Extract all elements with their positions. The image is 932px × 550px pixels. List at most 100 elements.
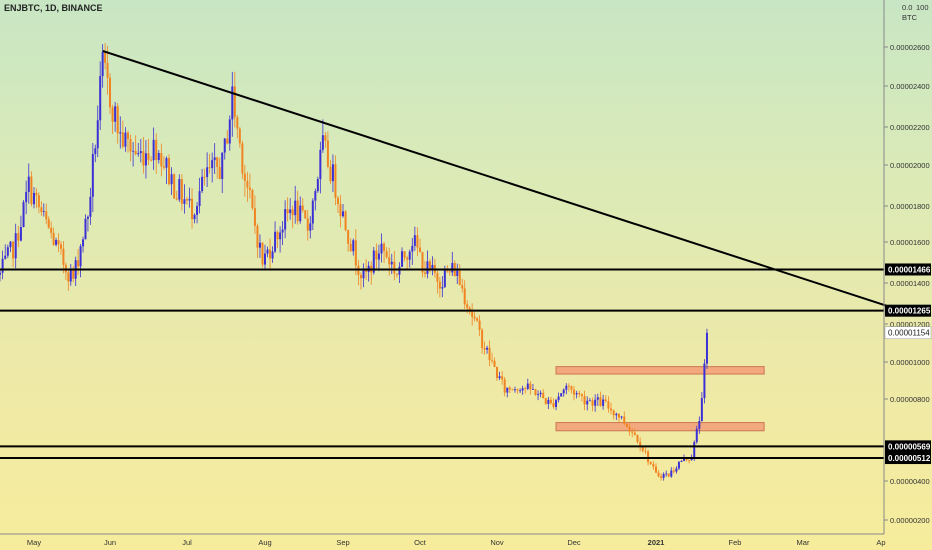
- candle: [544, 397, 547, 405]
- candle: [276, 230, 279, 249]
- x-tick-label: Jul: [182, 538, 192, 547]
- candle: [57, 233, 60, 253]
- candle: [9, 241, 12, 253]
- candle: [354, 229, 357, 276]
- candle: [344, 210, 347, 232]
- candle: [243, 164, 246, 197]
- candle: [84, 214, 87, 240]
- candle: [667, 473, 670, 478]
- candle: [203, 168, 206, 186]
- candle: [385, 247, 388, 259]
- candle: [162, 156, 165, 170]
- y-tick-label: 0.00001600: [890, 238, 930, 247]
- candle: [324, 132, 327, 148]
- candle: [456, 263, 459, 285]
- candle: [496, 366, 498, 381]
- price-tag-text: 0.00000512: [888, 454, 931, 463]
- candle: [362, 263, 365, 288]
- candle: [241, 140, 244, 179]
- candle: [383, 241, 386, 263]
- trendline[interactable]: [102, 49, 887, 307]
- candle: [342, 203, 344, 218]
- candle: [74, 256, 77, 286]
- candle: [562, 388, 565, 397]
- price-tag-text: 0.00000569: [888, 442, 931, 451]
- candle: [372, 246, 375, 275]
- candle: [109, 73, 111, 114]
- candle: [106, 45, 109, 95]
- candle: [451, 251, 454, 277]
- candle: [542, 389, 545, 399]
- candle: [311, 198, 314, 231]
- candle: [388, 247, 391, 276]
- candle: [555, 398, 558, 411]
- candle: [126, 130, 129, 153]
- candle: [521, 385, 524, 395]
- candle: [503, 376, 506, 397]
- candle: [662, 472, 665, 481]
- candle: [612, 409, 615, 420]
- x-tick-label: Aug: [258, 538, 271, 547]
- candle: [233, 71, 236, 128]
- candle: [213, 143, 216, 174]
- candle: [289, 198, 292, 220]
- price-tag-text: 0.00001265: [888, 307, 931, 316]
- candle: [155, 133, 158, 174]
- candle: [137, 142, 140, 157]
- candle: [152, 127, 155, 170]
- candle: [271, 246, 274, 263]
- candle: [294, 185, 297, 224]
- candle: [304, 209, 307, 219]
- candle: [573, 386, 575, 401]
- candle: [319, 141, 322, 194]
- candle: [170, 167, 173, 196]
- candle: [274, 221, 277, 254]
- candle: [279, 226, 282, 253]
- candle: [329, 159, 332, 184]
- candle: [226, 129, 229, 145]
- candle: [347, 229, 350, 252]
- candle: [428, 259, 431, 273]
- candle: [316, 176, 319, 193]
- candle: [594, 394, 597, 412]
- candle: [69, 263, 72, 286]
- price-tag-text: 0.00001466: [888, 265, 931, 274]
- candle: [62, 240, 65, 274]
- y-tick-label: 0.00002400: [890, 82, 930, 91]
- candle: [481, 327, 484, 354]
- x-tick-label: Ap: [876, 538, 885, 547]
- y-tick-label: 0.00001800: [890, 202, 930, 211]
- candle: [306, 209, 309, 241]
- candle: [89, 187, 92, 225]
- candle: [617, 413, 620, 423]
- candle: [314, 188, 317, 211]
- axis-unit-label: BTC: [902, 13, 918, 22]
- candle: [334, 155, 337, 206]
- zone-box-1[interactable]: [555, 366, 765, 375]
- candle: [570, 385, 573, 394]
- y-tick-label: 0.00001400: [890, 279, 930, 288]
- candle: [99, 61, 102, 130]
- candle: [401, 247, 404, 268]
- candle: [438, 276, 441, 298]
- candle: [248, 173, 251, 199]
- candle: [258, 234, 261, 258]
- candle: [416, 227, 419, 257]
- candle: [552, 398, 555, 409]
- candle: [461, 278, 464, 293]
- candle: [266, 246, 269, 258]
- candle: [565, 383, 568, 395]
- candle: [119, 116, 122, 149]
- candle: [45, 203, 48, 225]
- candle: [160, 143, 163, 177]
- candle: [0, 269, 1, 282]
- candle: [636, 434, 639, 444]
- zone-box-2[interactable]: [555, 422, 765, 432]
- candle: [529, 381, 532, 395]
- candle: [649, 461, 652, 465]
- candle: [17, 225, 20, 248]
- candle: [253, 195, 256, 234]
- candle: [493, 357, 496, 368]
